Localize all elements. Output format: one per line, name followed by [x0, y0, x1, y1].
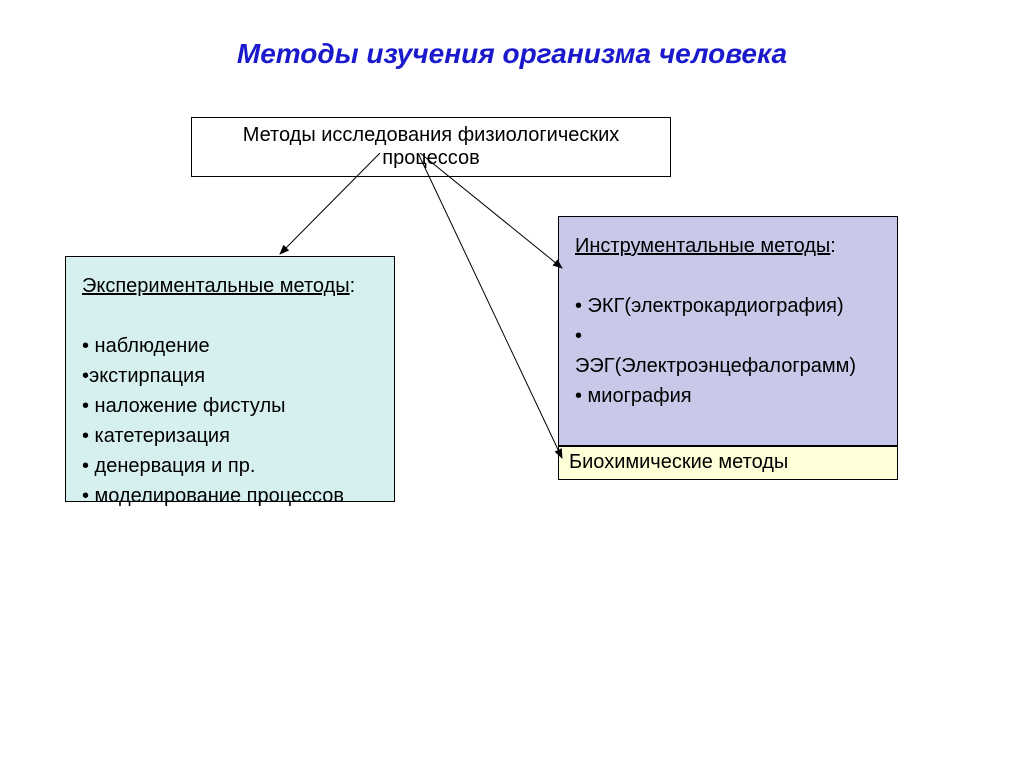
list-item: • миография	[575, 381, 881, 411]
colon: :	[350, 275, 356, 297]
experimental-header: Экспериментальные методы	[82, 275, 350, 297]
root-node-text: Методы исследования физиологических проц…	[243, 124, 620, 169]
experimental-items: • наблюдение•экстирпация• наложение фист…	[82, 331, 378, 511]
experimental-methods-node: Экспериментальные методы: • наблюдение•э…	[65, 256, 395, 502]
title-text: Методы изучения организма человека	[237, 38, 787, 69]
instrumental-header: Инструментальные методы	[575, 235, 830, 257]
instrumental-items: • ЭКГ(электрокардиография)•ЭЭГ(Электроэн…	[575, 291, 881, 411]
list-item: ЭЭГ(Электроэнцефалограмм)	[575, 351, 881, 381]
list-item: • наблюдение	[82, 331, 378, 361]
page-title: Методы изучения организма человека	[0, 38, 1024, 70]
list-item: • ЭКГ(электрокардиография)	[575, 291, 881, 321]
list-item: • наложение фистулы	[82, 391, 378, 421]
list-item: •экстирпация	[82, 361, 378, 391]
instrumental-methods-node: Инструментальные методы: • ЭКГ(электрока…	[558, 216, 898, 446]
colon: :	[830, 235, 836, 257]
biochemical-text: Биохимические методы	[569, 451, 788, 473]
biochemical-methods-node: Биохимические методы	[558, 446, 898, 480]
list-item: • моделирование процессов	[82, 481, 378, 511]
list-item: • денервация и пр.	[82, 451, 378, 481]
list-item: • катетеризация	[82, 421, 378, 451]
root-node: Методы исследования физиологических проц…	[191, 117, 671, 177]
list-item: •	[575, 321, 881, 351]
